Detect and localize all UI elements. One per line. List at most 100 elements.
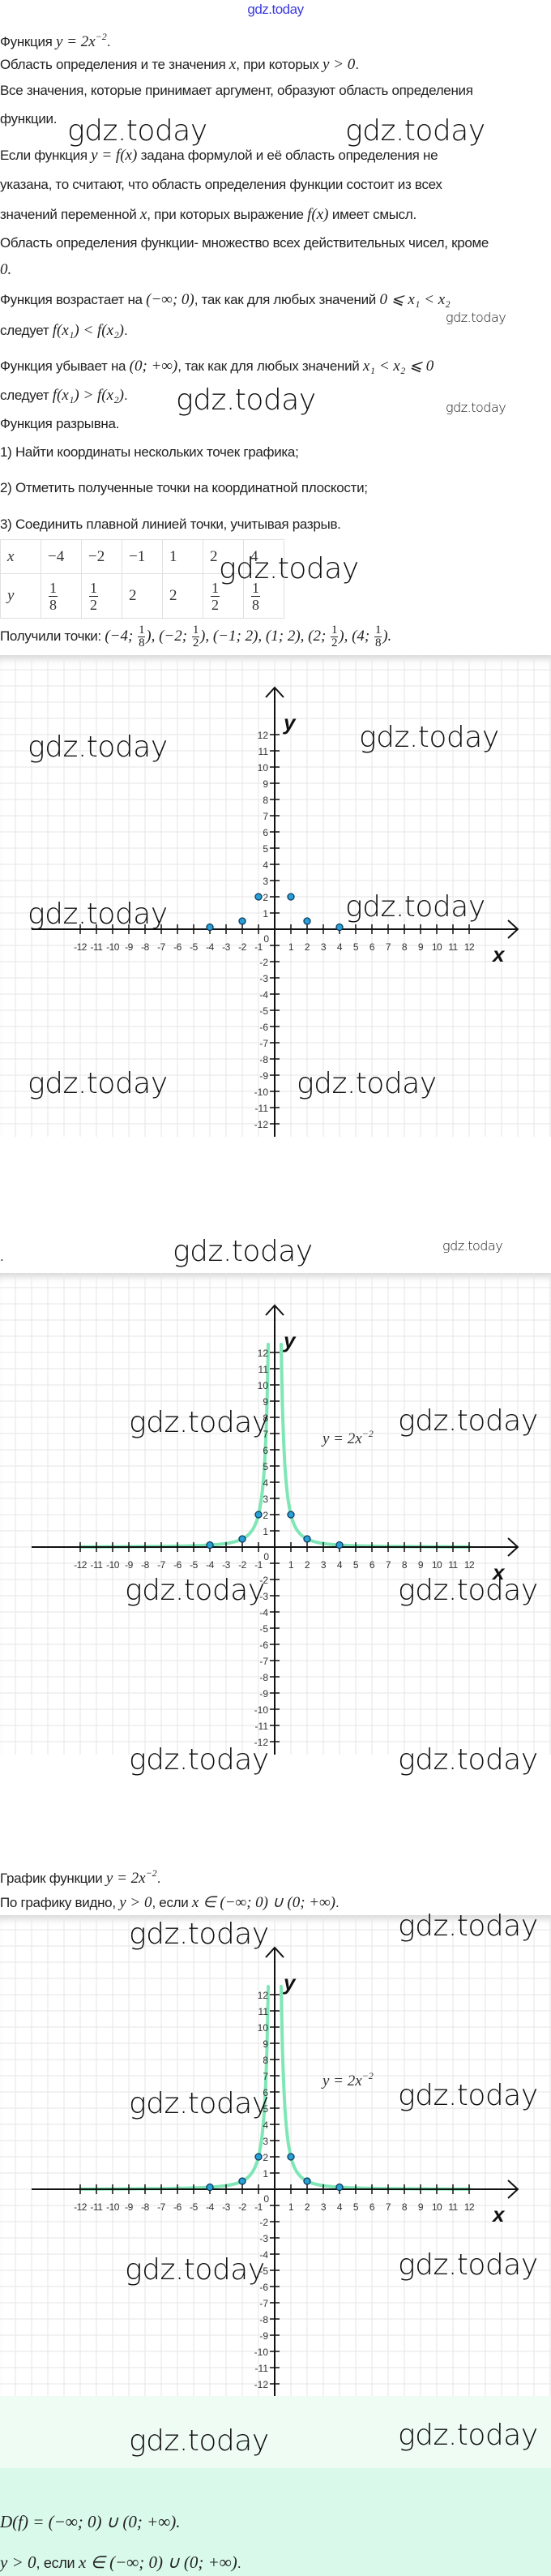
paragraph: Получили точки: (−4; 1 8), (−2; 1 2), (−1;… xyxy=(0,622,391,651)
text-segment: следует xyxy=(0,388,53,403)
x-tick-label: 8 xyxy=(402,1559,408,1571)
text-segment: По графику видно, xyxy=(0,1895,120,1910)
paragraph: Функция y = 2x−2. xyxy=(0,27,111,52)
x-tick-label: 2 xyxy=(305,2201,310,2213)
y-tick-label: -5 xyxy=(259,2265,268,2277)
x-tick-label: -6 xyxy=(173,2201,182,2213)
text-segment: , если xyxy=(152,1895,192,1910)
y-axis-arrow-icon xyxy=(265,686,284,698)
y-tick-label: 7 xyxy=(263,1429,268,1440)
y-tick-label: 6 xyxy=(263,2087,268,2098)
y-tick-label: -8 xyxy=(259,1672,268,1683)
table-header-x: x xyxy=(0,539,41,574)
x-tick-label: -3 xyxy=(222,2201,230,2213)
data-point xyxy=(335,1541,344,1549)
x-axis-label: x xyxy=(491,1560,506,1584)
coordinate-plane: -12 -11 -10 -9 -8 -7 -6 -5 -4 -3 -2 -1 1 2 3 4 5 6 7 8 9 10 11… xyxy=(0,1915,551,2397)
fraction-numerator: 1 xyxy=(251,579,260,597)
x-tick-label: 6 xyxy=(369,1559,375,1571)
y-tick-label: 9 xyxy=(263,1396,268,1408)
math-text: ), (4; xyxy=(339,628,374,645)
paragraph: График функции y = 2x−2. xyxy=(0,1863,160,1888)
math-expression: y > 0 xyxy=(119,1894,152,1911)
fraction-denominator: 2 xyxy=(90,596,97,613)
text-segment: . xyxy=(335,1895,340,1910)
math-expression: y = f(x) xyxy=(91,147,137,164)
y-tick-label: 11 xyxy=(258,746,269,757)
data-point xyxy=(303,2177,311,2185)
x-tick-label: 8 xyxy=(402,2201,408,2213)
x-tick-label: 10 xyxy=(432,2201,442,2213)
table-cell-x: 2 xyxy=(203,539,244,574)
table-cell-y: 2 xyxy=(162,573,203,619)
y-tick-label: 2 xyxy=(263,2152,268,2163)
x-tick-label: 2 xyxy=(305,941,310,953)
paragraph: Область определения функции- множество в… xyxy=(0,234,489,253)
coordinate-plane: -12 -11 -10 -9 -8 -7 -6 -5 -4 -3 -2 -1 1 2 3 4 5 6 7 8 9 10 11… xyxy=(0,1273,551,1755)
x-tick-label: 12 xyxy=(464,941,475,953)
watermark: gdz.today xyxy=(446,310,506,326)
x-tick-label: 3 xyxy=(321,1559,327,1571)
paragraph: 1) Найти координаты нескольких точек гра… xyxy=(0,443,299,462)
y-tick-label: -4 xyxy=(259,2249,268,2261)
paragraph: Если функция y = f(x) задана формулой и … xyxy=(0,146,438,165)
math-expression: x xyxy=(140,206,147,223)
x-tick-label: 12 xyxy=(464,2201,475,2213)
y-tick-label: 1 xyxy=(263,1526,268,1537)
data-point xyxy=(303,917,311,925)
y-tick-label: 4 xyxy=(263,2120,268,2131)
data-point xyxy=(206,923,214,932)
math-text: ). xyxy=(382,628,392,645)
x-tick-label: -1 xyxy=(254,2201,263,2213)
y-tick-label: 3 xyxy=(263,2136,268,2147)
x-tick-label: 10 xyxy=(432,1559,442,1571)
x-tick-label: 8 xyxy=(402,941,408,953)
text-segment: . xyxy=(156,1871,161,1886)
math-expression: 0 ⩽ x₁ < x₂ xyxy=(379,291,450,308)
paragraph: Область определения и те значения x, при… xyxy=(0,55,359,75)
data-point xyxy=(303,1535,311,1543)
y-axis-label: y xyxy=(282,710,297,735)
math-expression: ), (−1; 2), (1; 2), (2; xyxy=(200,628,330,645)
x-tick-label: -10 xyxy=(106,1559,120,1571)
site-logo[interactable]: gdz.today xyxy=(247,2,304,17)
fraction-numerator: 1 xyxy=(211,579,220,597)
x-tick-label: -2 xyxy=(238,1559,246,1571)
y-tick-label: 1 xyxy=(263,908,268,919)
watermark: gdz.today xyxy=(173,1234,313,1268)
data-point xyxy=(254,1511,263,1519)
y-tick-label: -12 xyxy=(254,1119,269,1130)
paragraph: 0. xyxy=(0,260,11,280)
x-tick-label: -9 xyxy=(125,2201,133,2213)
math-text: f(x) xyxy=(307,206,329,223)
paragraph: следует f(x₁) < f(x₂). xyxy=(0,321,128,341)
y-tick-label: -11 xyxy=(255,1721,269,1732)
fraction-numerator: 1 xyxy=(138,624,146,638)
x-tick-label: 2 xyxy=(305,1559,310,1571)
math-text: (0; +∞) xyxy=(129,358,178,375)
y-tick-label: 7 xyxy=(263,2071,268,2082)
fraction-numerator: 1 xyxy=(331,624,339,638)
text-segment: значений переменной xyxy=(0,207,140,222)
data-point xyxy=(335,2183,344,2192)
math-expression: (−∞; 0) xyxy=(146,291,194,308)
watermark: gdz.today xyxy=(442,1238,503,1254)
curve-left-branch xyxy=(79,1343,270,1549)
text-segment: . xyxy=(106,34,111,49)
math-expression: y > 0 xyxy=(0,2552,36,2572)
y-tick-label: -11 xyxy=(255,1103,269,1114)
fraction-numerator: 1 xyxy=(374,624,382,638)
graph-curve-final: -12 -11 -10 -9 -8 -7 -6 -5 -4 -3 -2 -1 1 2 3 4 5 6 7 8 9 10 11… xyxy=(0,1915,551,2397)
text-segment: 3) Соединить плавной линией точки, учиты… xyxy=(0,516,341,532)
math-text: ), (−1; 2), (1; 2), (2; xyxy=(200,628,331,645)
x-tick-label: 11 xyxy=(448,2201,458,2213)
x-tick-label: -5 xyxy=(190,941,198,953)
math-text: f(x₁) < f(x₂) xyxy=(52,322,124,339)
y-tick-label: -11 xyxy=(255,2363,269,2374)
table-cell-x: 4 xyxy=(243,539,284,574)
